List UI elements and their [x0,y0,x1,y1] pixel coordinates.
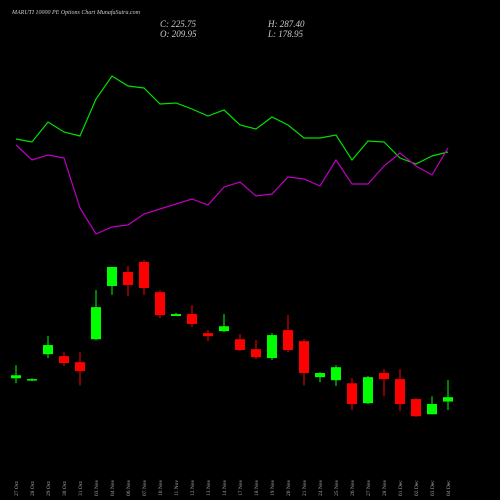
candle-body [75,362,85,372]
candle-body [107,266,117,287]
x-tick-label: 17 Nov [238,479,244,496]
x-tick-label: 03 Dec [430,480,436,496]
candle-body [59,356,69,364]
candle-body [443,397,453,402]
candle-body [43,345,53,355]
x-tick-label: 19 Nov [270,479,276,496]
high-label: H: 287.40 [267,19,305,29]
x-tick-label: 12 Nov [190,479,196,496]
candle-body [91,307,101,340]
x-tick-label: 18 Nov [254,479,260,496]
x-tick-label: 27 Oct [14,481,20,496]
candle-body [139,261,149,288]
x-tick-label: 20 Nov [286,479,292,496]
candle-body [411,399,421,417]
x-tick-label: 25 Nov [334,479,340,496]
x-tick-label: 26 Nov [350,479,356,496]
chart-title: MARUTI 10000 PE Options Chart MunafaSutr… [11,9,141,16]
candle-body [123,271,133,285]
candle-body [27,379,37,381]
candle-body [283,330,293,351]
x-tick-label: 29 Oct [46,481,52,496]
x-tick-label: 13 Nov [206,479,212,496]
x-tick-label: 10 Nov [158,479,164,496]
open-label: O: 209.95 [160,29,197,39]
candle-body [11,375,21,379]
candle-body [379,373,389,380]
candle-body [251,349,261,358]
x-tick-label: 03 Nov [94,479,100,496]
x-tick-label: 24 Nov [318,479,324,496]
x-tick-label: 04 Dec [446,480,452,496]
candle-body [299,341,309,374]
x-tick-label: 28 Oct [30,481,36,496]
x-tick-label: 11 Nov [174,480,180,496]
low-label: L: 178.95 [267,29,304,39]
candle-body [235,339,245,351]
candle-body [187,314,197,324]
candle-body [347,383,357,405]
indicator-line [15,144,449,235]
x-tick-label: 02 Dec [414,480,420,496]
candle-body [427,404,437,415]
x-tick-label: 14 Nov [222,479,228,496]
candle-body [171,314,181,316]
x-tick-label: 06 Nov [126,479,132,496]
candle-body [155,292,165,316]
candle-body [395,379,405,405]
x-tick-label: 01 Dec [398,480,404,496]
indicator-line [15,75,449,165]
x-tick-label: 30 Oct [62,481,68,496]
x-tick-label: 04 Nov [110,479,116,496]
candle-body [331,367,341,381]
candle-body [219,326,229,332]
x-tick-label: 27 Nov [366,479,372,496]
x-tick-label: 21 Nov [302,479,308,496]
candle-body [267,335,277,359]
candle-body [203,333,213,337]
close-label: C: 225.75 [160,19,197,29]
x-tick-label: 31 Oct [78,481,84,496]
candle-body [363,377,373,404]
x-tick-label: 07 Nov [142,479,148,496]
candle-body [315,373,325,378]
x-tick-label: 28 Nov [382,479,388,496]
